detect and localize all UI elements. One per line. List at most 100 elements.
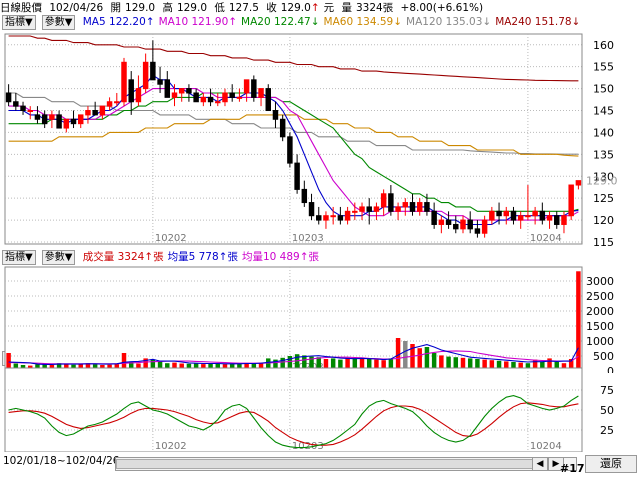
volume-bar	[323, 359, 329, 371]
ma-ma60-legend: MA60 134.59↓	[323, 16, 403, 28]
candle-body	[27, 110, 33, 113]
chart-title: 日線股價	[0, 2, 42, 14]
candle-body	[474, 228, 481, 234]
candle-body	[92, 110, 98, 116]
volume-bar	[554, 362, 559, 371]
scroll-right-button[interactable]: ▶	[548, 457, 564, 471]
kd-x-tick-label: 10204	[530, 441, 562, 452]
candle-body	[20, 105, 26, 112]
candle-body	[265, 88, 271, 112]
candle-body	[330, 215, 336, 218]
candle-body	[424, 202, 430, 212]
candle-body	[150, 61, 156, 81]
ma-legend: MA5 122.20↑ MA10 121.90↑ MA20 122.47↓ MA60 …	[83, 16, 585, 28]
volume-y-tick-label: 2500	[586, 290, 614, 303]
candle-body	[337, 215, 344, 221]
candle-body	[380, 193, 387, 208]
kd-y-tick-label: 75	[600, 384, 614, 397]
volume-bar	[576, 271, 581, 371]
candle-body	[41, 114, 48, 125]
price-y-tick-label: 120	[593, 214, 614, 227]
price-chart[interactable]: 115 120 125 130 135 140 145 150 155 160 10202 10203…	[0, 30, 640, 248]
kd-x-tick-label: 10202	[155, 441, 187, 452]
candle-body	[5, 92, 12, 103]
scrollbar-thumb[interactable]	[116, 459, 561, 469]
candle-body	[575, 180, 582, 186]
volume-bar	[453, 357, 459, 371]
price-y-tick-label: 135	[593, 148, 614, 161]
kd-chart[interactable]: 25 50 75 10202 10203 10204	[0, 366, 640, 454]
candle-body	[344, 210, 351, 221]
ma-ma240-legend: MA240 151.78↓	[495, 16, 581, 28]
candle-body	[272, 110, 279, 120]
volume-label: 量	[341, 2, 352, 14]
param-button[interactable]: 參數▼	[41, 15, 76, 30]
volume-y-tick-label: 0	[607, 365, 614, 373]
chart-scrollbar[interactable]	[115, 457, 577, 471]
low-label: 低	[214, 2, 225, 14]
candle-body	[532, 210, 538, 217]
price-plot-area	[4, 33, 583, 245]
volume-bar	[294, 354, 300, 371]
volume-y-tick-label: 2000	[586, 305, 614, 318]
volume-bar	[56, 363, 62, 371]
volume-bar	[518, 362, 523, 371]
close-arrow: ↑	[310, 2, 320, 14]
price-y-tick-label: 160	[593, 39, 614, 52]
volume-param-button[interactable]: 參數▼	[41, 250, 76, 265]
candle-body	[352, 210, 358, 213]
reset-button[interactable]: 還原	[585, 455, 637, 473]
candle-body	[402, 202, 409, 208]
volume-bar	[287, 356, 293, 371]
volume-bar	[136, 363, 141, 371]
candle-body	[200, 96, 207, 103]
quote-date: 102/04/26	[49, 2, 104, 14]
candle-body	[287, 136, 293, 164]
candle-body	[178, 88, 185, 94]
ma240-line	[8, 35, 579, 82]
candle-body	[301, 188, 308, 204]
candle-body	[135, 88, 142, 103]
volume-chart[interactable]: 05001000150020002500300010203	[0, 265, 640, 373]
volume-bar	[446, 356, 451, 371]
volume-bar	[266, 358, 271, 371]
volume-y-tick-label: 3000	[586, 275, 614, 288]
volume-bar	[410, 344, 415, 371]
volume-bar	[381, 360, 386, 371]
volume-bar	[309, 356, 314, 371]
volume-bar	[540, 362, 545, 371]
candle-body	[193, 92, 199, 103]
candle-body	[359, 206, 365, 212]
volume-bar	[172, 362, 177, 371]
candle-body	[388, 193, 394, 212]
scroll-left-button[interactable]: ◀	[532, 457, 548, 471]
volume-bar	[143, 358, 148, 371]
candle-body	[171, 92, 178, 98]
candle-body	[142, 61, 149, 90]
volume-indicator-button[interactable]: 指標▼	[2, 250, 36, 265]
candle-body	[395, 206, 401, 212]
change-value: +8.00(+6.61%)	[400, 2, 484, 14]
volume-bar	[215, 363, 221, 371]
candle-body	[294, 162, 300, 190]
candle-body	[229, 92, 235, 98]
candle-body	[431, 210, 437, 225]
candle-body	[99, 105, 106, 116]
volume-bar	[424, 347, 430, 371]
candle-body	[561, 215, 567, 225]
volume-bar	[561, 363, 567, 371]
volume-bar	[359, 358, 365, 371]
candle-body	[503, 210, 510, 217]
candle-body	[496, 210, 502, 217]
close-value: 129.0	[280, 2, 311, 14]
volume-bar	[504, 361, 509, 371]
volume-bar	[251, 363, 257, 371]
quote-header: 日線股價 102/04/26 開 129.0 高 129.0 低 127.5 收 129…	[0, 0, 640, 16]
volume-legend-bar: 指標▼ 參數▼ 成交量 3324↑張 均量5 778↑張 均量10 489↑張	[0, 249, 640, 265]
volume-bar	[439, 355, 444, 371]
candle-body	[525, 215, 531, 218]
indicator-button[interactable]: 指標▼	[2, 15, 36, 30]
candle-body	[222, 92, 228, 103]
volume-bar	[179, 363, 184, 371]
open-value: 129.0	[125, 2, 156, 14]
